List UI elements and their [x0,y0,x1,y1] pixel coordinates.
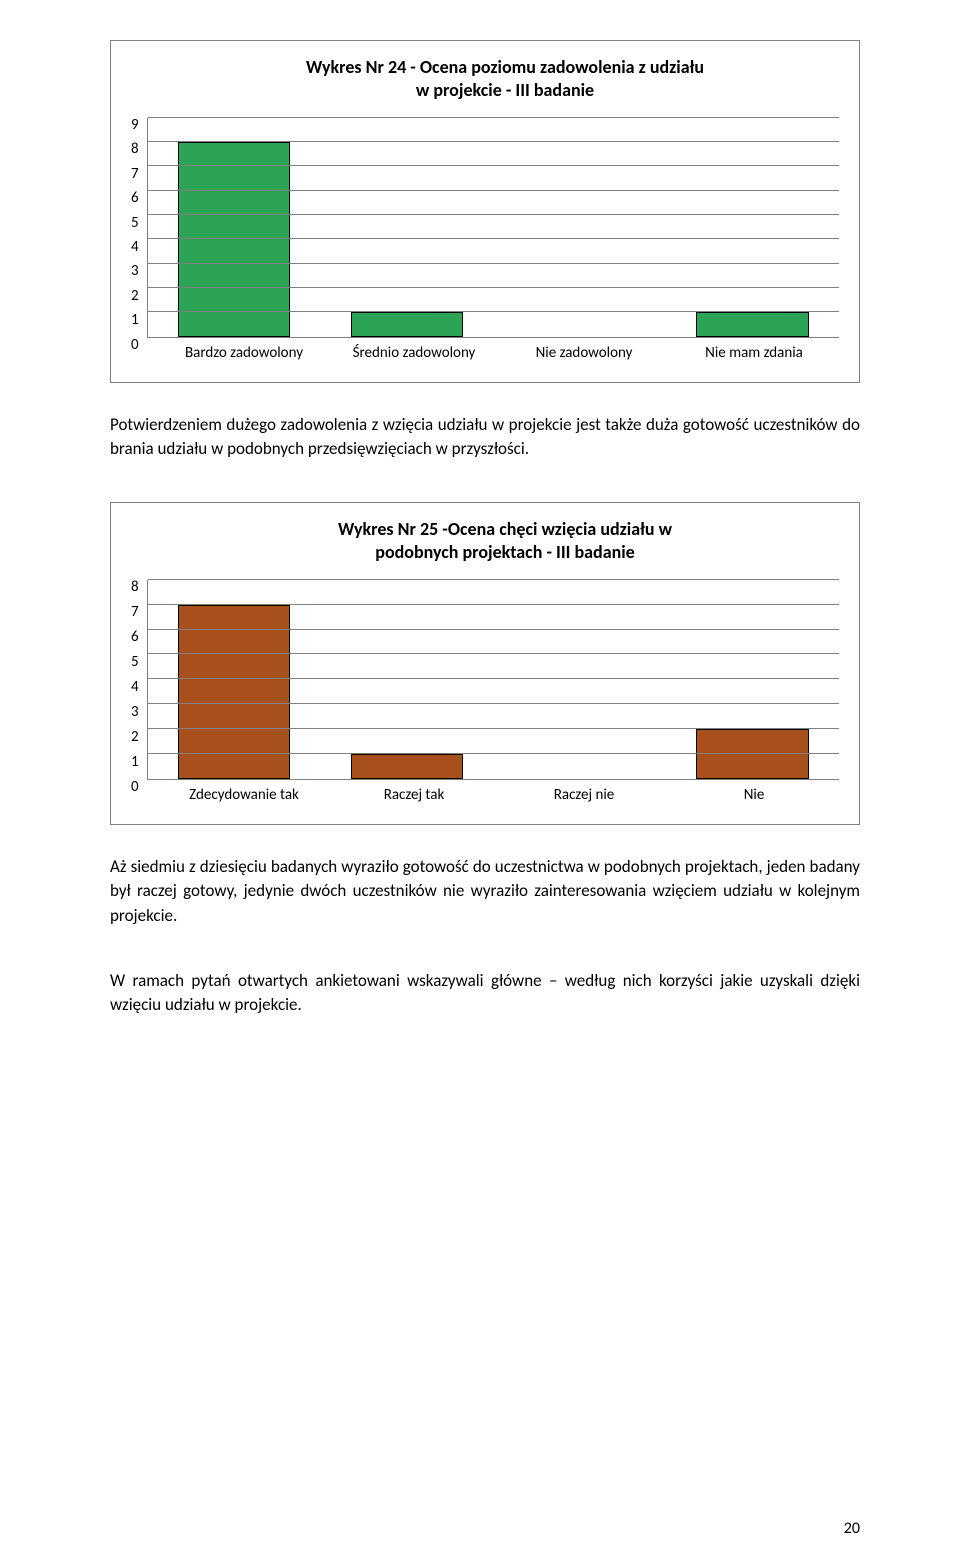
chart-24-yaxis: 9876543210 [131,118,147,338]
bar [696,729,808,779]
paragraph-2: Aż siedmiu z dziesięciu badanych wyraził… [110,855,860,929]
paragraph-3: W ramach pytań otwartych ankietowani wsk… [110,969,860,1018]
gridline [148,703,839,704]
chart-25-yaxis: 876543210 [131,580,147,780]
chart-24-box: Wykres Nr 24 - Ocena poziomu zadowolenia… [110,40,860,383]
chart-24-xaxis: Bardzo zadowolonyŚrednio zadowolonyNie z… [131,344,839,362]
bar-slot [320,580,493,779]
gridline [148,263,839,264]
chart-25-body: 876543210 [131,580,839,780]
x-label: Raczej nie [499,786,669,804]
x-label: Nie zadowolony [499,344,669,362]
chart-24-bars [148,118,839,337]
bar-slot [148,580,321,779]
chart-25-title: Wykres Nr 25 -Ocena chęci wzięcia udział… [131,518,839,565]
page-number: 20 [844,1519,860,1538]
chart-25-plot [147,580,839,780]
gridline [148,753,839,754]
bar [351,312,463,336]
bar-slot [666,580,839,779]
bar-slot [320,118,493,337]
chart-25-title-line1: Wykres Nr 25 -Ocena chęci wzięcia udział… [338,518,672,540]
chart-25-xaxis: Zdecydowanie takRaczej takRaczej nieNie [131,786,839,804]
x-label: Średnio zadowolony [329,344,499,362]
chart-24-title-line2: w projekcie - III badanie [416,79,594,101]
gridline [148,117,839,118]
x-label: Nie mam zdania [669,344,839,362]
chart-24-title: Wykres Nr 24 - Ocena poziomu zadowolenia… [131,56,839,103]
chart-25-bars [148,580,839,779]
bar-slot [493,580,666,779]
bar [696,312,808,336]
gridline [148,190,839,191]
gridline [148,653,839,654]
gridline [148,629,839,630]
bar [351,754,463,779]
gridline [148,238,839,239]
chart-24-title-line1: Wykres Nr 24 - Ocena poziomu zadowolenia… [306,56,704,78]
gridline [148,579,839,580]
bar [178,142,290,337]
gridline [148,214,839,215]
chart-24-plot [147,118,839,338]
bar-slot [666,118,839,337]
gridline [148,604,839,605]
gridline [148,141,839,142]
x-label: Bardzo zadowolony [159,344,329,362]
x-label: Zdecydowanie tak [159,786,329,804]
chart-24-body: 9876543210 [131,118,839,338]
gridline [148,678,839,679]
gridline [148,311,839,312]
chart-25-title-line2: podobnych projektach - III badanie [375,541,634,563]
gridline [148,165,839,166]
gridline [148,728,839,729]
bar-slot [148,118,321,337]
chart-25-box: Wykres Nr 25 -Ocena chęci wzięcia udział… [110,502,860,825]
x-label: Raczej tak [329,786,499,804]
bar-slot [493,118,666,337]
paragraph-1: Potwierdzeniem dużego zadowolenia z wzię… [110,413,860,462]
gridline [148,287,839,288]
x-label: Nie [669,786,839,804]
